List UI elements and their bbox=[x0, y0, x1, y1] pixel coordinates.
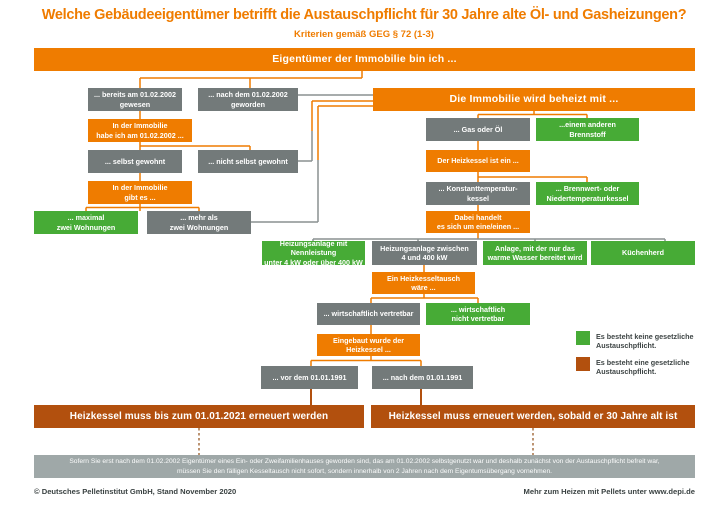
node-max-two-apartments: ... maximal zwei Wohnungen bbox=[34, 211, 138, 234]
node-condensing-low-temp-boiler: ... Brennwert- oder Niedertemperaturkess… bbox=[536, 182, 639, 205]
page-title: Welche Gebäudeeigentümer betrifft die Au… bbox=[41, 7, 687, 23]
legend-no-obligation-label: Es besteht keine gesetzliche Austauschpf… bbox=[596, 331, 694, 351]
node-gas-or-oil: ... Gas oder Öl bbox=[426, 118, 530, 141]
node-not-economically-viable: ... wirtschaftlich nicht vertretbar bbox=[426, 303, 530, 325]
node-economically-viable: ... wirtschaftlich vertretbar bbox=[317, 303, 420, 325]
legend-obligation-label: Es besteht eine gesetzliche Austauschpfl… bbox=[596, 357, 690, 377]
node-apartments-question: In der Immobilie gibt es ... bbox=[88, 181, 192, 204]
node-more-than-two-apartments: ... mehr als zwei Wohnungen bbox=[147, 211, 251, 234]
footnote-band: Sofern Sie erst nach dem 01.02.2002 Eige… bbox=[34, 455, 695, 478]
legend-orange-swatch-icon bbox=[576, 357, 590, 371]
band-owner-question: Eigentümer der Immobilie bin ich ... bbox=[34, 48, 695, 71]
footer-copyright: © Deutsches Pelletinstitut GmbH, Stand N… bbox=[34, 487, 237, 496]
legend-no-obligation: Es besteht keine gesetzliche Austauschpf… bbox=[576, 331, 706, 351]
node-owner-before-2002: ... bereits am 01.02.2002 gewesen bbox=[88, 88, 182, 111]
node-installed-when-question: Eingebaut wurde der Heizkessel ... bbox=[317, 334, 420, 356]
result-bar-replace-at-30-years: Heizkessel muss erneuert werden, sobald … bbox=[371, 405, 695, 428]
node-kitchen-stove: Küchenherd bbox=[591, 241, 695, 265]
node-not-self-occupied: ... nicht selbst gewohnt bbox=[198, 150, 298, 173]
band-heating-question: Die Immobilie wird beheizt mit ... bbox=[373, 88, 695, 111]
node-owner-after-2002: ... nach dem 01.02.2002 geworden bbox=[198, 88, 298, 111]
node-hot-water-only: Anlage, mit der nur das warme Wasser ber… bbox=[483, 241, 587, 265]
node-before-1991: ... vor dem 01.01.1991 bbox=[261, 366, 358, 389]
node-4-to-400-kw: Heizungsanlage zwischen 4 und 400 kW bbox=[372, 241, 477, 265]
node-after-1991: ... nach dem 01.01.1991 bbox=[372, 366, 473, 389]
node-constant-temperature-boiler: ... Konstanttemperatur- kessel bbox=[426, 182, 530, 205]
page-subtitle: Kriterien gemäß GEG § 72 (1-3) bbox=[294, 29, 434, 40]
legend-obligation: Es besteht eine gesetzliche Austauschpfl… bbox=[576, 357, 706, 377]
node-system-kind-question: Dabei handelt es sich um eine/einen ... bbox=[426, 211, 530, 233]
node-under4-over400-kw: Heizungsanlage mit Nennleistung unter 4 … bbox=[262, 239, 365, 267]
node-boiler-type-question: Der Heizkessel ist ein ... bbox=[426, 150, 530, 172]
node-lived-in-question: In der Immobilie habe ich am 01.02.2002 … bbox=[88, 119, 192, 142]
node-boiler-swap-question: Ein Heizkesseltausch wäre ... bbox=[372, 272, 475, 294]
legend-green-swatch-icon bbox=[576, 331, 590, 345]
node-self-occupied: ... selbst gewohnt bbox=[88, 150, 182, 173]
result-bar-replace-by-2021: Heizkessel muss bis zum 01.01.2021 erneu… bbox=[34, 405, 364, 428]
node-other-fuel: ...einem anderen Brennstoff bbox=[536, 118, 639, 141]
footer-website-note: Mehr zum Heizen mit Pellets unter www.de… bbox=[523, 487, 695, 496]
